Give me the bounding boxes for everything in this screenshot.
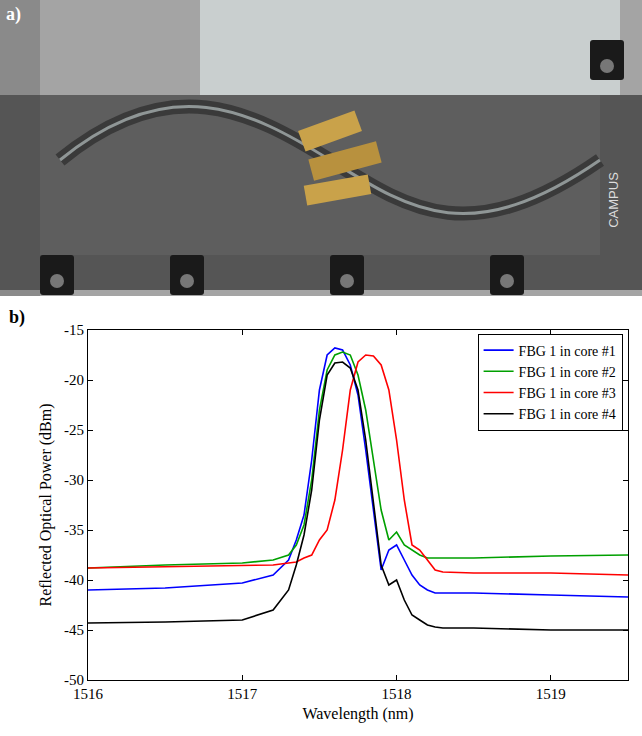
svg-text:1519: 1519 bbox=[536, 686, 566, 702]
svg-text:1517: 1517 bbox=[227, 686, 257, 702]
svg-text:-20: -20 bbox=[64, 372, 84, 388]
svg-text:-15: -15 bbox=[64, 322, 84, 338]
svg-text:Wavelength (nm): Wavelength (nm) bbox=[302, 705, 413, 723]
svg-text:CAMPUS: CAMPUS bbox=[606, 172, 621, 228]
svg-text:a): a) bbox=[6, 4, 21, 25]
svg-text:1518: 1518 bbox=[382, 686, 412, 702]
svg-text:Reflected Optical Power (dBm): Reflected Optical Power (dBm) bbox=[37, 403, 55, 606]
svg-text:-30: -30 bbox=[64, 472, 84, 488]
svg-text:FBG 1 in core #4: FBG 1 in core #4 bbox=[519, 407, 616, 422]
svg-text:-25: -25 bbox=[64, 422, 84, 438]
svg-text:-45: -45 bbox=[64, 622, 84, 638]
svg-text:-35: -35 bbox=[64, 522, 84, 538]
svg-text:FBG 1 in core #1: FBG 1 in core #1 bbox=[519, 344, 616, 359]
svg-text:-50: -50 bbox=[64, 672, 84, 688]
svg-text:-40: -40 bbox=[64, 572, 84, 588]
svg-text:1516: 1516 bbox=[73, 686, 104, 702]
svg-text:b): b) bbox=[9, 307, 25, 328]
svg-text:FBG 1 in core #2: FBG 1 in core #2 bbox=[519, 365, 616, 380]
svg-text:FBG 1 in core #3: FBG 1 in core #3 bbox=[519, 386, 616, 401]
